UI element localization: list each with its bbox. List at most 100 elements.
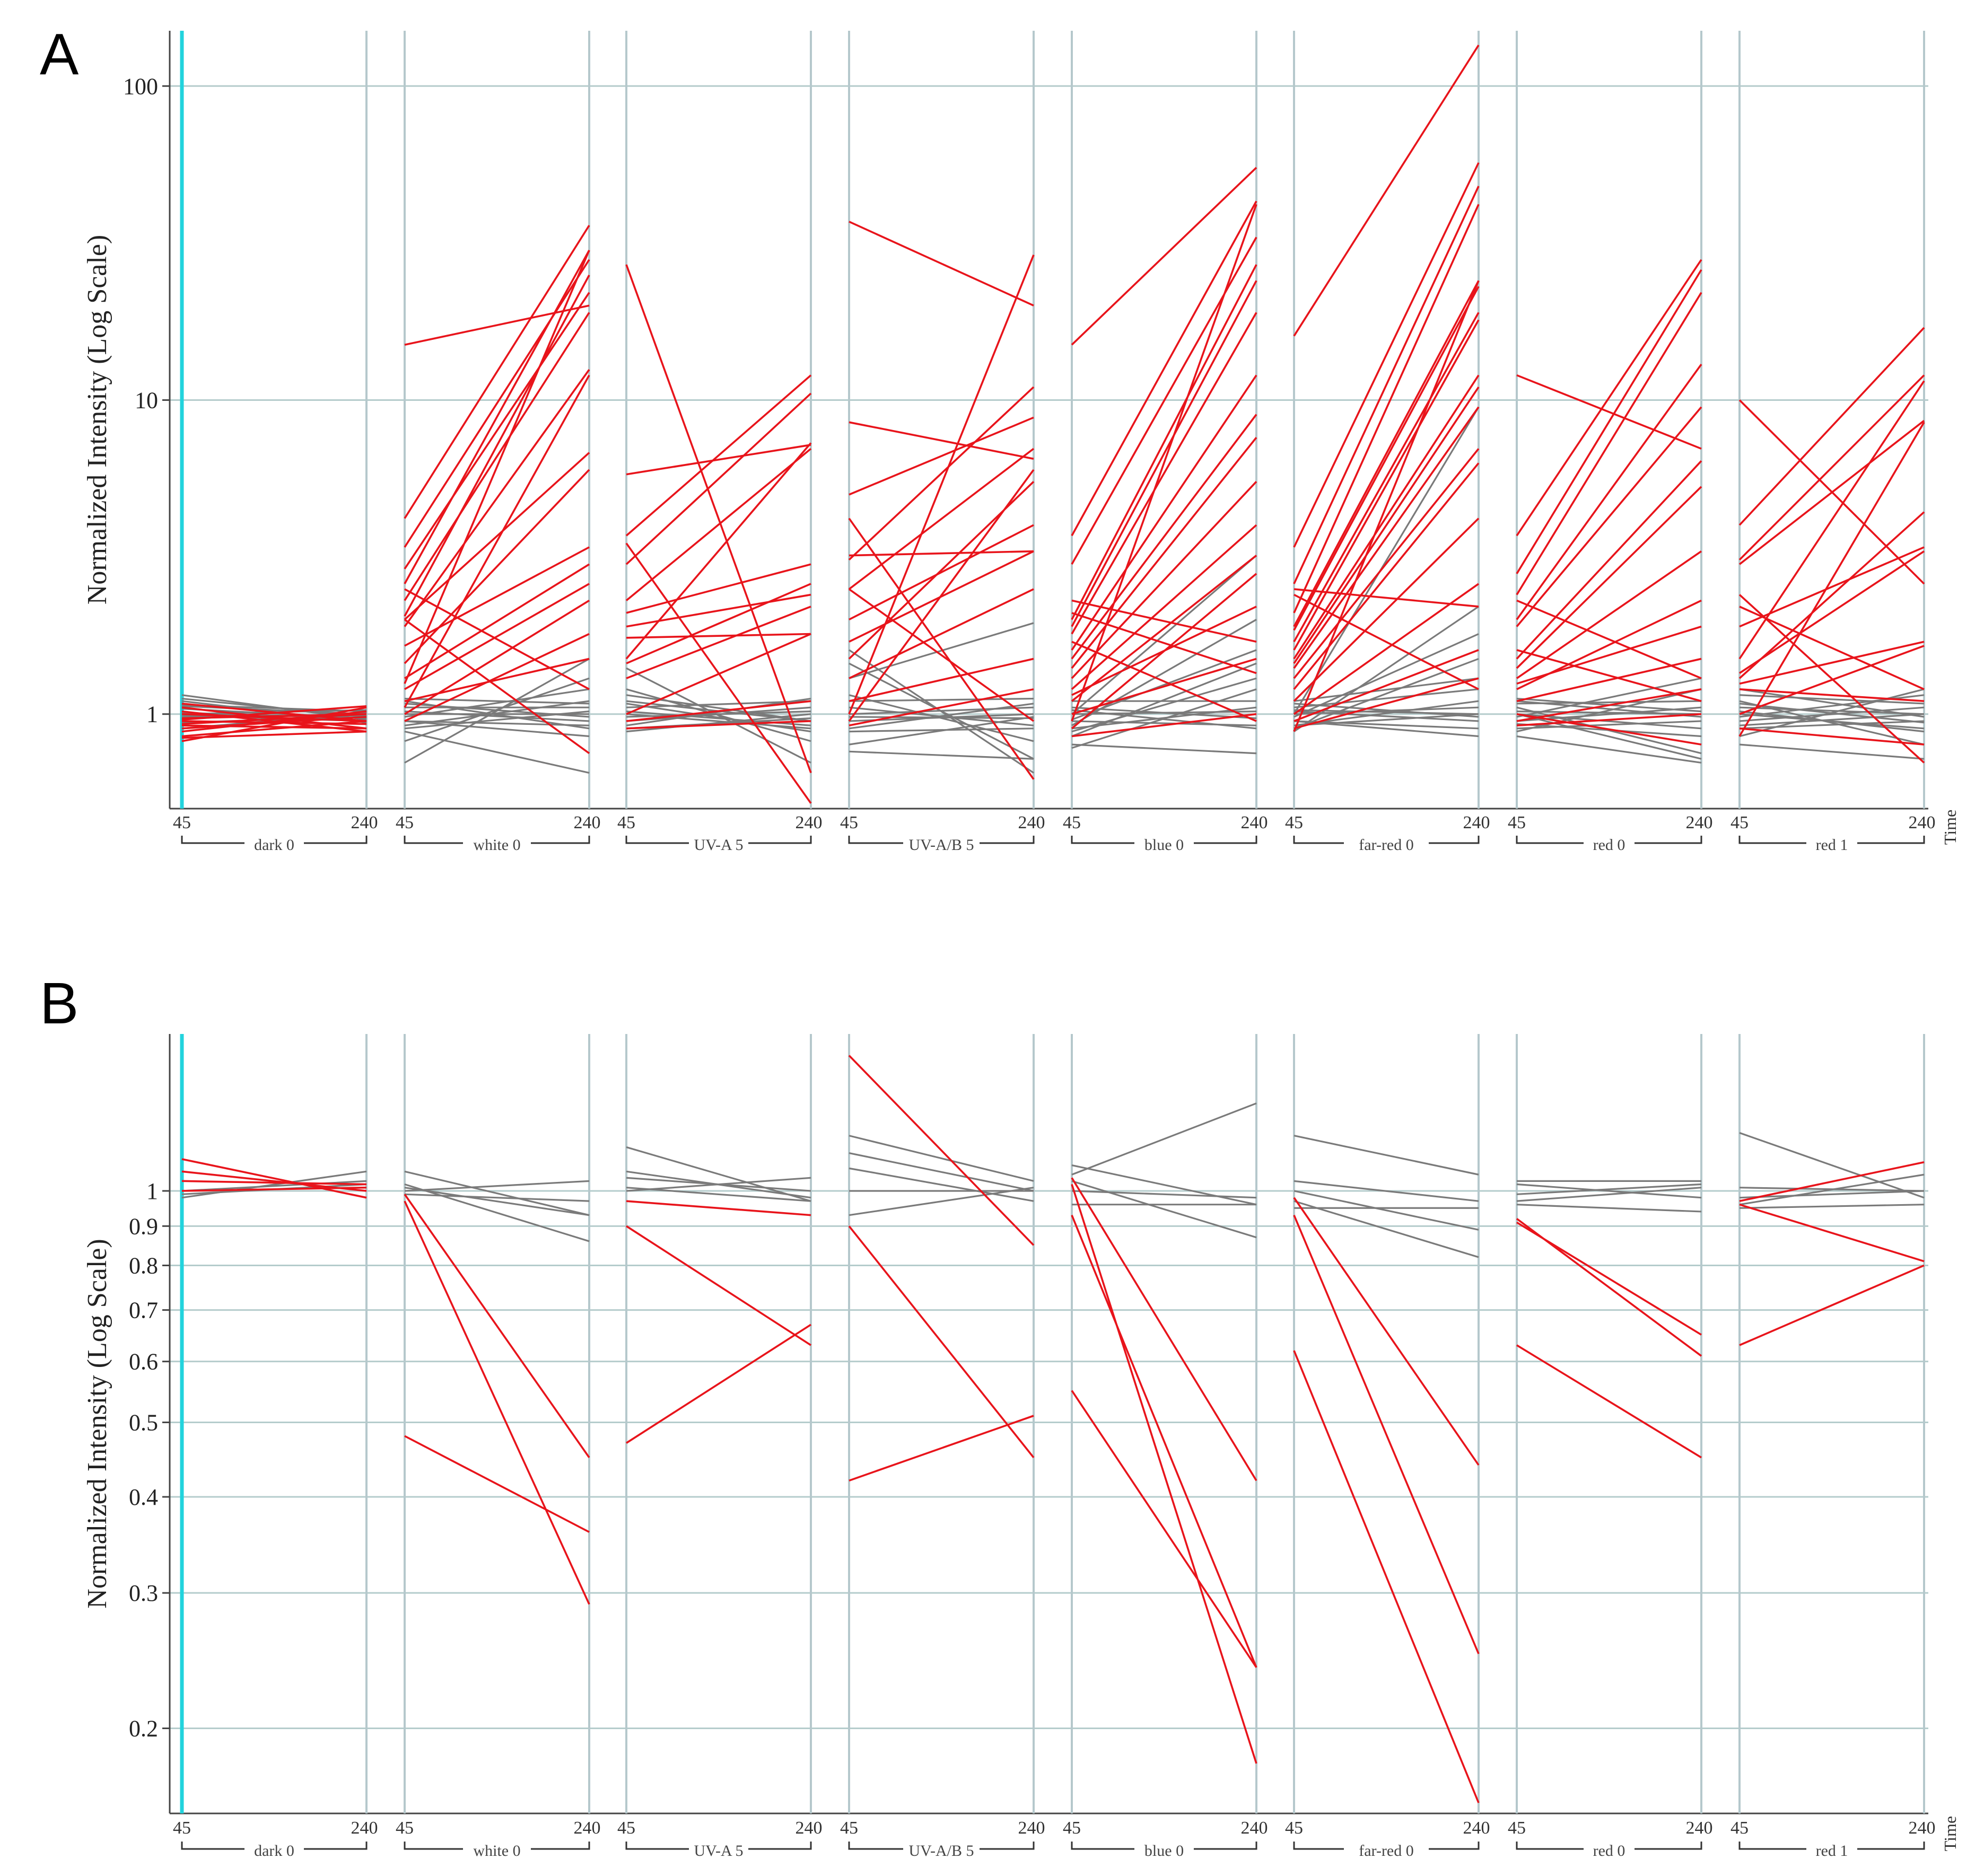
series-line-red <box>626 1225 811 1346</box>
series-line-red <box>1071 658 1257 715</box>
series-line-red <box>848 1225 1035 1458</box>
series-line-gray <box>1516 1204 1702 1213</box>
y-tick-label: 0.8 <box>129 1252 158 1278</box>
series-line-gray <box>1739 706 1925 722</box>
y-tick-label: 0.4 <box>129 1484 158 1510</box>
y-axis-label: Normalized Intensity (Log Scale) <box>82 235 112 604</box>
series-line-red <box>848 480 1035 660</box>
series-line-gray <box>626 700 811 708</box>
series-line-red <box>1738 594 1925 764</box>
group-blue-0: 45 240 blue 0 <box>1063 1034 1268 1860</box>
series-line-red <box>181 720 367 725</box>
series-line-red <box>404 374 590 708</box>
series-line-gray <box>1293 711 1479 722</box>
series-line-gray <box>1516 1187 1702 1202</box>
series-line-red <box>1071 1214 1257 1668</box>
series-line-red <box>1071 555 1257 702</box>
series-line-gray <box>849 716 1034 746</box>
series-line-gray <box>404 1183 590 1242</box>
series-line-red <box>625 392 812 565</box>
series-line-red <box>626 593 811 628</box>
series-line-red <box>1293 1350 1480 1803</box>
series-line-red <box>181 1186 367 1192</box>
series-line-red <box>849 688 1034 726</box>
series-line-red <box>1071 1184 1257 1764</box>
series-line-red <box>1738 327 1925 526</box>
panel-letter: B <box>40 971 78 1036</box>
series-line-red <box>1293 649 1479 722</box>
series-line-gray <box>1293 709 1479 715</box>
y-tick-label: 0.5 <box>129 1409 158 1435</box>
series-line-red <box>1739 645 1925 715</box>
series-line-gray <box>1071 1164 1257 1206</box>
group-label: blue 0 <box>1144 1842 1184 1860</box>
group-label: dark 0 <box>254 1842 294 1860</box>
group-far-red-0: 45 240 far-red 0 <box>1285 1034 1490 1860</box>
series-line-red <box>1738 422 1925 737</box>
series-line-red <box>404 250 590 685</box>
series-line-red <box>1738 511 1925 679</box>
series-line-red <box>1293 588 1479 608</box>
series-line-red <box>404 292 590 569</box>
panel-letter: A <box>40 22 79 87</box>
series-line-red <box>1739 606 1925 690</box>
group-uv-a-5: 45 240 UV-A 5 <box>617 1034 823 1860</box>
group-label-bg <box>1806 832 1857 853</box>
series-line-gray <box>404 731 590 774</box>
series-line-red <box>849 416 1034 496</box>
series-line-red <box>1516 363 1702 620</box>
series-line-gray <box>404 697 590 705</box>
group-label-bg <box>1584 832 1635 853</box>
series-line-red <box>849 588 1034 679</box>
series-line-red <box>849 524 1034 621</box>
y-tick-label: 0.2 <box>129 1715 158 1741</box>
series-line-gray <box>1739 713 1925 726</box>
series-line-gray <box>1293 1135 1479 1176</box>
series-line-red <box>1516 269 1702 574</box>
series-line-gray <box>1293 1190 1479 1231</box>
series-line-gray <box>626 706 811 722</box>
series-line-red <box>404 259 590 548</box>
series-line-gray <box>1293 703 1479 718</box>
group-label: blue 0 <box>1144 836 1184 854</box>
group-blue-0: 45 240 blue 0 <box>1063 31 1268 854</box>
series-line-gray <box>404 1170 590 1216</box>
y-tick-label: 0.6 <box>129 1349 158 1375</box>
series-line-red <box>181 1158 367 1199</box>
series-line-red <box>404 469 590 664</box>
x-tick-label: 240 <box>796 813 823 832</box>
series-line-red <box>1739 550 1925 674</box>
series-line-gray <box>1071 706 1257 730</box>
series-line-red <box>404 304 590 346</box>
series-line-red <box>1293 406 1480 669</box>
x-tick-label: 45 <box>1730 1818 1749 1838</box>
y-tick-label: 10 <box>135 388 158 414</box>
series-line-gray <box>849 750 1034 760</box>
series-line-gray <box>1071 1102 1257 1176</box>
group-red-1: 45 240 red 1 <box>1730 31 1936 854</box>
series-line-red <box>1516 1344 1702 1459</box>
group-label: UV-A 5 <box>694 1842 743 1860</box>
group-label-bg <box>903 832 980 853</box>
series-line-gray <box>1739 1204 1925 1209</box>
series-line-red <box>1739 1203 1925 1263</box>
series-line-gray <box>404 1180 590 1192</box>
x-tick-label: 240 <box>1018 1818 1045 1838</box>
group-label: red 1 <box>1816 836 1848 854</box>
series-line-red <box>1516 658 1702 702</box>
x-tick-label: 45 <box>173 813 191 832</box>
group-label: red 0 <box>1593 1842 1625 1860</box>
group-label-bg <box>1584 1838 1635 1859</box>
group-label: white 0 <box>473 1842 520 1860</box>
series-line-gray <box>1739 711 1925 733</box>
series-line-red <box>1071 641 1257 722</box>
series-line-red <box>181 730 367 739</box>
series-line-red <box>1516 599 1702 690</box>
series-line-red <box>848 254 1035 715</box>
x-tick-label: 45 <box>1508 813 1526 832</box>
series-line-red <box>1516 460 1702 660</box>
series-line-red <box>1516 259 1702 537</box>
series-line-red <box>404 1200 590 1605</box>
series-line-red <box>625 448 812 601</box>
series-line-gray <box>1071 1180 1257 1239</box>
